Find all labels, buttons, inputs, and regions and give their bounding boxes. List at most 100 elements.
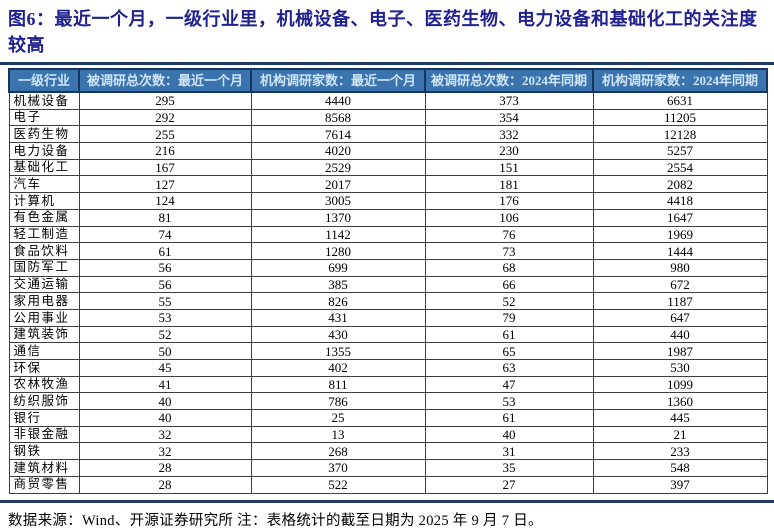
top-divider-rule [0, 62, 774, 65]
value-cell: 65 [424, 342, 594, 360]
header-industry: 一级行业 [8, 68, 80, 93]
value-cell: 402 [250, 359, 426, 377]
table-row: 计算机 124 3005 176 4418 [8, 192, 768, 210]
value-cell: 176 [424, 192, 594, 210]
value-cell: 52 [78, 325, 252, 344]
value-cell: 106 [424, 208, 594, 227]
table-row: 公用事业 53 431 79 647 [8, 308, 768, 327]
industry-cell: 家用电器 [8, 292, 80, 310]
value-cell: 127 [78, 175, 252, 194]
value-cell: 74 [78, 225, 252, 244]
table-row: 电子 292 8568 354 11205 [8, 108, 768, 127]
value-cell: 81 [78, 208, 252, 227]
value-cell: 7614 [250, 125, 426, 144]
value-cell: 1099 [592, 375, 768, 394]
industry-cell: 电子 [8, 108, 80, 127]
value-cell: 11205 [592, 108, 768, 127]
value-cell: 79 [424, 308, 594, 327]
value-cell: 56 [78, 258, 252, 277]
value-cell: 76 [424, 225, 594, 244]
table-row: 农林牧渔 41 811 47 1099 [8, 375, 768, 394]
value-cell: 27 [424, 475, 594, 494]
value-cell: 56 [78, 275, 252, 294]
value-cell: 73 [424, 242, 594, 260]
industry-cell: 国防军工 [8, 258, 80, 277]
value-cell: 28 [78, 459, 252, 477]
industry-cell: 汽车 [8, 175, 80, 194]
value-cell: 1987 [592, 342, 768, 360]
value-cell: 8568 [250, 108, 426, 127]
table-row: 非银金融 32 13 40 21 [8, 425, 768, 444]
header-surveys-2024: 被调研总次数：2024年同期 [424, 68, 594, 93]
value-cell: 672 [592, 275, 768, 294]
value-cell: 21 [592, 425, 768, 444]
table-row: 基础化工 167 2529 151 2554 [8, 158, 768, 177]
value-cell: 61 [424, 409, 594, 427]
value-cell: 167 [78, 158, 252, 177]
industry-cell: 电力设备 [8, 142, 80, 160]
value-cell: 53 [78, 308, 252, 327]
value-cell: 4440 [250, 91, 426, 110]
industry-cell: 纺织服饰 [8, 392, 80, 411]
table-row: 纺织服饰 40 786 53 1360 [8, 392, 768, 411]
value-cell: 55 [78, 292, 252, 310]
value-cell: 1355 [250, 342, 426, 360]
value-cell: 1187 [592, 292, 768, 310]
table-row: 商贸零售 28 522 27 397 [8, 475, 768, 494]
value-cell: 1647 [592, 208, 768, 227]
value-cell: 13 [250, 425, 426, 444]
table-row: 环保 45 402 63 530 [8, 359, 768, 377]
value-cell: 431 [250, 308, 426, 327]
table-header-row: 一级行业 被调研总次数：最近一个月 机构调研家数：最近一个月 被调研总次数：20… [8, 68, 768, 93]
value-cell: 63 [424, 359, 594, 377]
value-cell: 332 [424, 125, 594, 144]
header-institutions-2024: 机构调研家数：2024年同期 [592, 68, 768, 93]
figure-title: 图6：最近一个月，一级行业里，机械设备、电子、医药生物、电力设备和基础化工的关注… [8, 9, 758, 55]
industry-cell: 通信 [8, 342, 80, 360]
value-cell: 430 [250, 325, 426, 344]
industry-cell: 医药生物 [8, 125, 80, 144]
value-cell: 811 [250, 375, 426, 394]
table-row: 国防军工 56 699 68 980 [8, 258, 768, 277]
value-cell: 4020 [250, 142, 426, 160]
industry-cell: 建筑材料 [8, 459, 80, 477]
value-cell: 2554 [592, 158, 768, 177]
value-cell: 2017 [250, 175, 426, 194]
value-cell: 397 [592, 475, 768, 494]
value-cell: 548 [592, 459, 768, 477]
value-cell: 32 [78, 425, 252, 444]
value-cell: 28 [78, 475, 252, 494]
value-cell: 181 [424, 175, 594, 194]
value-cell: 230 [424, 142, 594, 160]
industry-survey-table: 一级行业 被调研总次数：最近一个月 机构调研家数：最近一个月 被调研总次数：20… [8, 68, 768, 494]
industry-cell: 钢铁 [8, 442, 80, 461]
industry-cell: 建筑装饰 [8, 325, 80, 344]
value-cell: 786 [250, 392, 426, 411]
value-cell: 980 [592, 258, 768, 277]
industry-cell: 食品饮料 [8, 242, 80, 260]
value-cell: 233 [592, 442, 768, 461]
value-cell: 40 [78, 409, 252, 427]
value-cell: 295 [78, 91, 252, 110]
industry-cell: 计算机 [8, 192, 80, 210]
value-cell: 216 [78, 142, 252, 160]
value-cell: 32 [78, 442, 252, 461]
value-cell: 826 [250, 292, 426, 310]
bottom-divider-rule [0, 499, 774, 503]
table-row: 机械设备 295 4440 373 6631 [8, 91, 768, 110]
value-cell: 40 [78, 392, 252, 411]
value-cell: 25 [250, 409, 426, 427]
value-cell: 66 [424, 275, 594, 294]
value-cell: 440 [592, 325, 768, 344]
table-row: 通信 50 1355 65 1987 [8, 342, 768, 360]
value-cell: 268 [250, 442, 426, 461]
industry-cell: 轻工制造 [8, 225, 80, 244]
industry-cell: 农林牧渔 [8, 375, 80, 394]
industry-cell: 机械设备 [8, 91, 80, 110]
value-cell: 1360 [592, 392, 768, 411]
table-row: 家用电器 55 826 52 1187 [8, 292, 768, 310]
value-cell: 6631 [592, 91, 768, 110]
value-cell: 47 [424, 375, 594, 394]
industry-cell: 交通运输 [8, 275, 80, 294]
